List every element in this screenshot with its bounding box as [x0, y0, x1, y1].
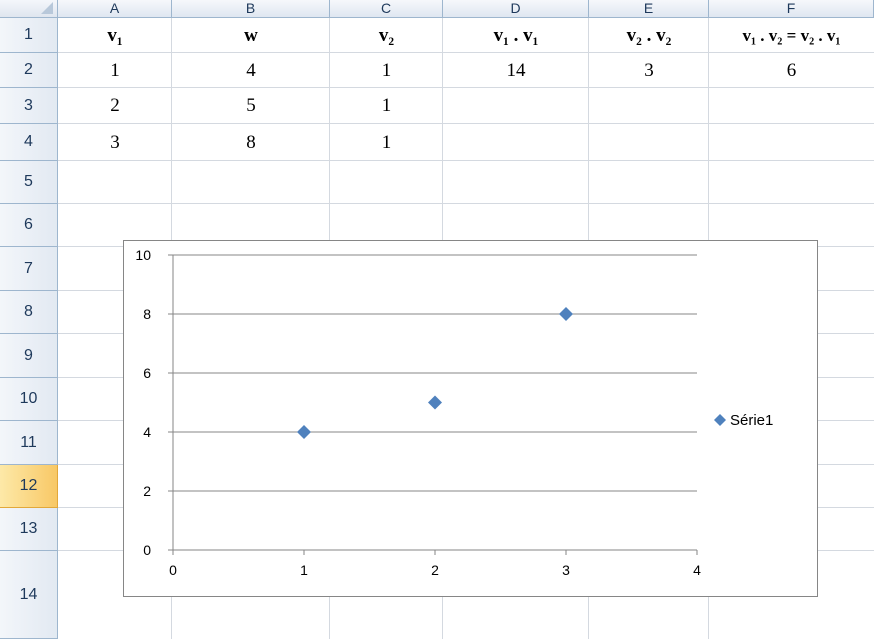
cell-b4[interactable]: 8 [246, 131, 256, 153]
cell-a4[interactable]: 3 [110, 131, 120, 153]
column-header-d[interactable]: D [443, 0, 589, 18]
row-header-9[interactable]: 9 [0, 334, 58, 378]
column-header-a[interactable]: A [58, 0, 172, 18]
gridline-horizontal [58, 87, 874, 88]
data-point [559, 307, 573, 321]
scatter-chart[interactable]: 0 2 4 6 8 10 0 1 2 3 4 Série1 [123, 240, 818, 597]
cell-b2[interactable]: 4 [246, 59, 256, 81]
row-header-13[interactable]: 13 [0, 508, 58, 551]
row-header-8[interactable]: 8 [0, 291, 58, 334]
data-point [297, 425, 311, 439]
row-header-7[interactable]: 7 [0, 247, 58, 291]
y-tick-label: 8 [143, 306, 151, 322]
column-header-c[interactable]: C [330, 0, 443, 18]
cell-f4[interactable] [709, 124, 874, 161]
cell-f3[interactable] [709, 88, 874, 124]
gridline-horizontal [58, 203, 874, 204]
y-tick-label: 10 [135, 247, 151, 263]
row-header-10[interactable]: 10 [0, 378, 58, 421]
row-header-4[interactable]: 4 [0, 124, 58, 161]
cell-c1[interactable]: v₂ [378, 24, 395, 46]
y-tick-label: 0 [143, 542, 151, 558]
chart-canvas: 0 2 4 6 8 10 0 1 2 3 4 Série1 [135, 247, 773, 578]
corner-triangle-icon [41, 2, 53, 14]
row-header-11[interactable]: 11 [0, 421, 58, 465]
legend-marker [714, 414, 726, 426]
y-tick-label: 6 [143, 365, 151, 381]
data-point [428, 395, 442, 410]
cell-a2[interactable]: 1 [110, 59, 120, 81]
select-all-corner[interactable] [0, 0, 58, 18]
x-tick-label: 1 [300, 562, 308, 578]
cell-a3[interactable]: 2 [110, 95, 120, 116]
cell-d1[interactable]: v₁ . v₁ [493, 24, 539, 46]
cell-e2[interactable]: 3 [644, 59, 654, 81]
gridline-horizontal [58, 160, 874, 161]
cell-e4[interactable] [589, 124, 709, 161]
cell-b3[interactable]: 5 [246, 95, 256, 116]
cell-d3[interactable] [443, 88, 589, 124]
cell-c2[interactable]: 1 [381, 59, 392, 81]
cell-c4[interactable]: 1 [381, 131, 392, 153]
y-tick-label: 2 [143, 483, 151, 499]
cell-f2[interactable]: 6 [786, 59, 797, 81]
column-header-f[interactable]: F [709, 0, 874, 18]
x-tick-label: 0 [169, 562, 177, 578]
row-header-12[interactable]: 12 [0, 465, 58, 508]
gridline-horizontal [58, 123, 874, 124]
row-header-1[interactable]: 1 [0, 18, 58, 53]
cell-b1[interactable]: w [244, 24, 258, 46]
cell-a1[interactable]: v₁ [107, 24, 123, 46]
column-header-b[interactable]: B [172, 0, 330, 18]
x-tick-label: 4 [693, 562, 701, 578]
y-tick-label: 4 [143, 424, 151, 440]
legend-label: Série1 [730, 412, 773, 429]
cell-d4[interactable] [443, 124, 589, 161]
cell-e3[interactable] [589, 88, 709, 124]
row-header-5[interactable]: 5 [0, 161, 58, 204]
column-header-e[interactable]: E [589, 0, 709, 18]
row-header-14[interactable]: 14 [0, 551, 58, 639]
x-tick-label: 2 [431, 562, 439, 578]
row-header-3[interactable]: 3 [0, 88, 58, 124]
cell-e1[interactable]: v₂ . v₂ [626, 24, 672, 46]
row-header-6[interactable]: 6 [0, 204, 58, 247]
x-tick-label: 3 [562, 562, 570, 578]
gridline-horizontal [58, 52, 874, 53]
cell-d2[interactable]: 14 [506, 59, 526, 81]
cell-f1[interactable]: v₁ . v₂ = v₂ . v₁ [742, 25, 841, 45]
cell-c3[interactable]: 1 [381, 95, 392, 116]
row-header-2[interactable]: 2 [0, 53, 58, 88]
